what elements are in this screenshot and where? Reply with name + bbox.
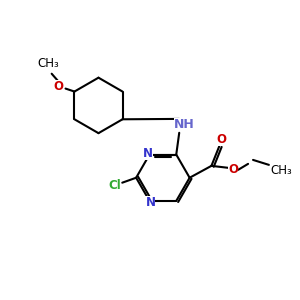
Text: CH₃: CH₃ [270, 164, 292, 177]
Text: O: O [228, 163, 238, 176]
Text: O: O [216, 133, 226, 146]
Text: NH: NH [174, 118, 195, 131]
Text: Cl: Cl [108, 179, 121, 192]
Text: CH₃: CH₃ [38, 57, 60, 70]
Text: O: O [54, 80, 64, 93]
Text: N: N [142, 147, 152, 160]
Text: N: N [146, 196, 155, 209]
